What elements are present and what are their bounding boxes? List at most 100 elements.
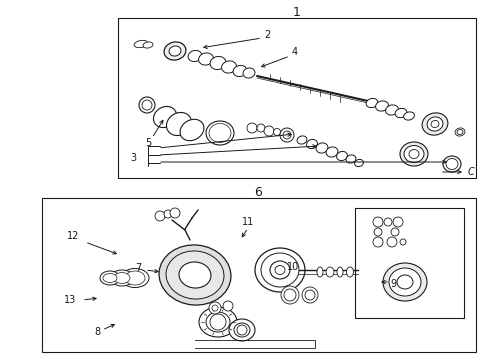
- Circle shape: [283, 131, 291, 139]
- Circle shape: [391, 228, 399, 236]
- Circle shape: [164, 210, 172, 218]
- Circle shape: [373, 237, 383, 247]
- Circle shape: [142, 100, 152, 110]
- Ellipse shape: [100, 271, 120, 285]
- Ellipse shape: [167, 112, 192, 135]
- Ellipse shape: [404, 145, 424, 162]
- Circle shape: [393, 217, 403, 227]
- Ellipse shape: [229, 319, 255, 341]
- Ellipse shape: [431, 121, 439, 127]
- Ellipse shape: [164, 42, 186, 60]
- Text: 7: 7: [135, 263, 141, 273]
- Circle shape: [400, 239, 406, 245]
- Ellipse shape: [180, 119, 204, 141]
- Ellipse shape: [210, 57, 226, 69]
- Circle shape: [209, 302, 221, 314]
- Bar: [118, 18, 476, 178]
- Bar: [42, 198, 476, 352]
- Ellipse shape: [221, 61, 237, 73]
- Ellipse shape: [234, 323, 250, 337]
- Circle shape: [139, 97, 155, 113]
- Ellipse shape: [188, 50, 202, 62]
- Circle shape: [373, 217, 383, 227]
- Ellipse shape: [455, 128, 465, 136]
- Ellipse shape: [400, 142, 428, 166]
- Text: 4: 4: [292, 47, 298, 57]
- Circle shape: [264, 126, 274, 136]
- Text: 11: 11: [242, 217, 254, 227]
- Ellipse shape: [397, 275, 413, 289]
- Circle shape: [280, 128, 294, 142]
- Ellipse shape: [337, 267, 343, 277]
- Ellipse shape: [383, 263, 427, 301]
- Ellipse shape: [457, 130, 463, 135]
- Bar: [355, 208, 464, 318]
- Text: 3: 3: [130, 153, 136, 163]
- Ellipse shape: [261, 253, 299, 287]
- Ellipse shape: [169, 46, 181, 56]
- Circle shape: [212, 305, 218, 311]
- Ellipse shape: [404, 112, 415, 120]
- Text: 12: 12: [67, 231, 79, 241]
- Ellipse shape: [346, 155, 356, 163]
- Circle shape: [273, 129, 280, 135]
- Ellipse shape: [326, 267, 334, 277]
- Circle shape: [247, 123, 257, 133]
- Circle shape: [387, 237, 397, 247]
- Ellipse shape: [375, 101, 389, 111]
- Ellipse shape: [317, 267, 323, 277]
- Ellipse shape: [125, 271, 145, 285]
- Ellipse shape: [255, 248, 305, 292]
- Ellipse shape: [179, 262, 211, 288]
- Ellipse shape: [395, 108, 407, 118]
- Circle shape: [155, 211, 165, 221]
- Ellipse shape: [297, 136, 307, 144]
- Circle shape: [237, 325, 247, 335]
- Ellipse shape: [153, 107, 176, 127]
- Circle shape: [170, 208, 180, 218]
- Text: 8: 8: [94, 327, 100, 337]
- Ellipse shape: [316, 143, 328, 153]
- Ellipse shape: [409, 149, 419, 158]
- Ellipse shape: [110, 270, 134, 286]
- Text: 1: 1: [293, 5, 301, 18]
- Ellipse shape: [346, 267, 353, 277]
- Ellipse shape: [206, 312, 230, 332]
- Ellipse shape: [103, 274, 117, 283]
- Ellipse shape: [233, 66, 247, 77]
- Circle shape: [281, 286, 299, 304]
- Circle shape: [302, 287, 318, 303]
- Text: 6: 6: [254, 185, 262, 198]
- Circle shape: [210, 314, 226, 330]
- Ellipse shape: [166, 251, 224, 299]
- Ellipse shape: [275, 266, 285, 274]
- Text: C: C: [468, 167, 475, 177]
- Ellipse shape: [389, 268, 421, 296]
- Ellipse shape: [199, 307, 237, 337]
- Ellipse shape: [366, 98, 378, 108]
- Circle shape: [257, 124, 265, 132]
- Text: 5: 5: [145, 138, 151, 148]
- Ellipse shape: [355, 159, 364, 167]
- Ellipse shape: [422, 113, 448, 135]
- Ellipse shape: [427, 117, 443, 131]
- Text: 9: 9: [390, 279, 396, 289]
- Ellipse shape: [209, 123, 231, 143]
- Ellipse shape: [243, 68, 255, 78]
- Ellipse shape: [198, 53, 214, 65]
- Ellipse shape: [307, 139, 318, 149]
- Text: 13: 13: [64, 295, 76, 305]
- Ellipse shape: [443, 156, 461, 172]
- Ellipse shape: [143, 42, 153, 48]
- Circle shape: [384, 218, 392, 226]
- Ellipse shape: [134, 40, 148, 48]
- Text: 2: 2: [264, 30, 270, 40]
- Ellipse shape: [114, 273, 130, 284]
- Ellipse shape: [159, 245, 231, 305]
- Ellipse shape: [326, 147, 338, 157]
- Ellipse shape: [121, 269, 149, 288]
- Circle shape: [284, 289, 296, 301]
- Circle shape: [374, 228, 382, 236]
- Ellipse shape: [446, 158, 458, 170]
- Circle shape: [223, 301, 233, 311]
